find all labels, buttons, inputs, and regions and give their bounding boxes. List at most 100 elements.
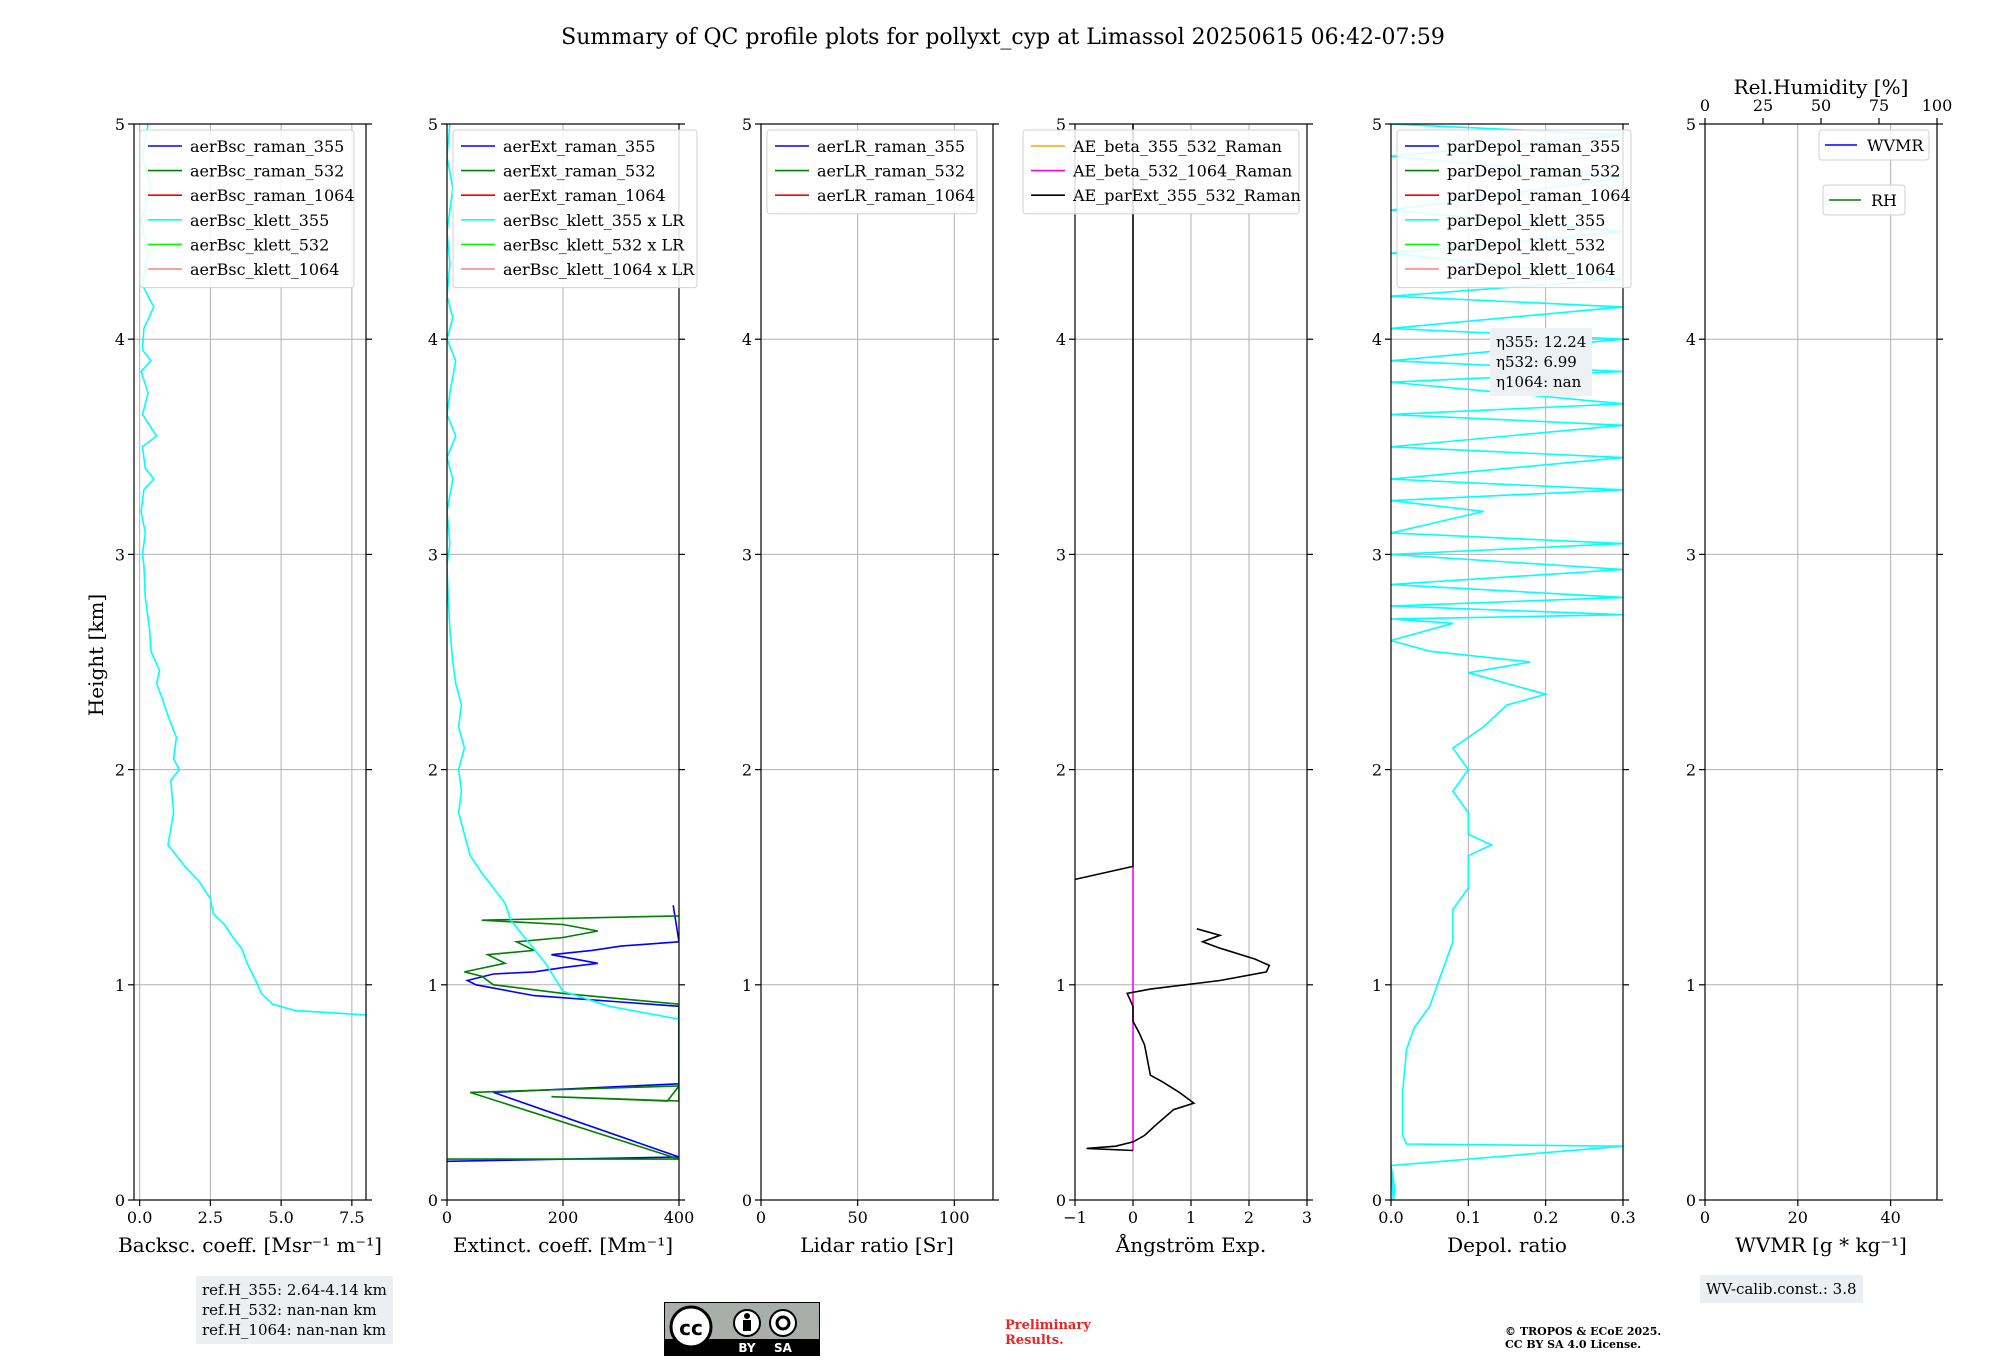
top-x-tick-label: 75 [1869,96,1889,115]
reference-heights-box: ref.H_355: 2.64-4.14 km ref.H_532: nan-n… [196,1276,393,1344]
legend-label: parDepol_klett_1064 [1447,260,1616,279]
x-axis-label: Ångström Exp. [1115,1232,1266,1257]
legend-label: WVMR [1867,136,1924,155]
x-tick-label: 0 [756,1208,766,1227]
x-tick-label: 0 [1700,1208,1710,1227]
legend-label: parDepol_raman_1064 [1447,186,1631,205]
cc-logo-text: cc [679,1316,703,1340]
x-tick-label: 5.0 [268,1208,293,1227]
y-tick-label: 3 [1372,545,1382,564]
x-tick-label: 400 [664,1208,695,1227]
y-tick-label: 4 [1372,330,1382,349]
axes-frame [133,123,367,1201]
panel-extinction: 0 200 400 0 1 2 3 4 5 Extinct. coeff. [Mm⁻¹] aerEx… [428,115,698,1257]
share-alike-icon [769,1309,797,1337]
legend-label: parDepol_raman_532 [1447,162,1620,181]
y-tick-label: 1 [428,976,438,995]
x-axis-label: Lidar ratio [Sr] [800,1233,954,1257]
legend-label: RH [1871,191,1897,210]
series-AE_parExt_355_532_Raman_upper [1075,124,1134,881]
x-tick-label: 3 [1302,1208,1312,1227]
x-tick-label: 1 [1186,1208,1196,1227]
legend-label: aerExt_raman_355 [503,137,656,156]
cc-sa-label: SA [774,1341,793,1355]
y-tick-label: 4 [1056,330,1066,349]
legend-label: aerBsc_klett_532 x LR [503,235,685,254]
eta-355: η355: 12.24 [1496,333,1587,351]
x-tick-label: −1 [1063,1208,1087,1227]
series-aerBsc_klett_355 x LR [447,124,679,1020]
y-tick-label: 5 [742,115,752,134]
x-tick-label: 0.2 [1533,1208,1558,1227]
y-tick-label: 3 [742,545,752,564]
x-tick-label: 2.5 [198,1208,223,1227]
panel-depolarization: 0.0 0.1 0.2 0.3 0 1 2 3 4 5 Depol. ratio parDepol_r… [1372,115,1636,1257]
y-tick-label: 2 [1686,761,1696,780]
y-tick-label: 5 [115,115,125,134]
top-x-tick-label: 0 [1700,96,1710,115]
axes-frame [760,123,994,1201]
x-axis-label: WVMR [g * kg⁻¹] [1735,1233,1907,1257]
axes-frame [1704,123,1938,1201]
legend-label: aerBsc_raman_1064 [190,186,355,205]
cc-logo-icon [669,1305,713,1349]
y-tick-label: 0 [115,1191,125,1210]
y-tick-label: 0 [428,1191,438,1210]
legend-depolarization: parDepol_raman_355 parDepol_raman_532 parD… [1396,129,1632,289]
legend-box [1818,129,1930,161]
legend-label: aerExt_raman_1064 [503,186,666,205]
legend-box [139,129,355,289]
legend-label: AE_beta_355_532_Raman [1072,137,1282,156]
y-tick-label: 2 [1056,761,1066,780]
figure-title: Summary of QC profile plots for pollyxt_… [561,25,1445,50]
y-tick-label: 3 [1686,545,1696,564]
legend-label: parDepol_raman_355 [1447,137,1620,156]
legend-water_vapor: WVMR RH [1818,129,1930,216]
y-tick-label: 2 [1372,761,1382,780]
y-tick-label: 1 [1372,976,1382,995]
y-tick-label: 4 [115,330,125,349]
axes-frame [1390,123,1624,1201]
top-x-tick-label: 100 [1922,96,1953,115]
x-tick-label: 40 [1880,1208,1900,1227]
series-aerExt_raman_355 [447,905,679,1163]
top-x-axis-label: Rel.Humidity [%] [1734,75,1909,99]
ref-height-532: ref.H_532: nan-nan km [202,1301,377,1319]
x-tick-label: 0.3 [1610,1208,1635,1227]
legend-label: aerLR_raman_532 [817,162,965,181]
x-tick-label: 200 [548,1208,579,1227]
panel-water_vapor: 0 20 40 0 1 2 3 4 5 WVMR [g * kg⁻¹] 0 25 50 75 100 Rel.… [1686,75,1952,1257]
wv-calibration-box: WV-calib.const.: 3.8 [1700,1275,1863,1303]
x-axis-label: Extinct. coeff. [Mm⁻¹] [453,1233,673,1257]
eta-box: η355: 12.24 η532: 6.99 η1064: nan [1490,328,1593,396]
y-tick-label: 0 [1686,1191,1696,1210]
top-x-tick-label: 25 [1753,96,1773,115]
legend-box [1396,129,1632,289]
y-tick-label: 1 [1056,976,1066,995]
legend-label: AE_beta_532_1064_Raman [1072,162,1292,181]
y-tick-label: 5 [1056,115,1066,134]
legend-extinction: aerExt_raman_355 aerExt_raman_532 aerExt_r… [452,129,698,289]
legend-label: parDepol_klett_532 [1447,235,1605,254]
legend-label: aerExt_raman_532 [503,162,656,181]
y-tick-label: 3 [1056,545,1066,564]
x-tick-label: 0.0 [1378,1208,1403,1227]
x-tick-label: 7.5 [339,1208,364,1227]
panel-backscatter: 0.0 2.5 5.0 7.5 0 1 2 3 4 5 Backsc. coeff. [Msr⁻¹ … [115,115,382,1257]
ref-height-1064: ref.H_1064: nan-nan km [202,1321,387,1339]
legend-label: AE_parExt_355_532_Raman [1072,186,1301,205]
y-tick-label: 0 [742,1191,752,1210]
x-tick-label: 0 [442,1208,452,1227]
legend-label: aerBsc_klett_1064 [190,260,339,279]
legend-label: aerBsc_klett_532 [190,235,329,254]
copyright-note: © TROPOS & ECoE 2025. CC BY SA 4.0 Licen… [1505,1325,1662,1351]
legend-box [1822,184,1906,216]
y-tick-label: 2 [428,761,438,780]
y-tick-label: 4 [1686,330,1696,349]
legend-label: aerBsc_klett_355 x LR [503,211,685,230]
y-tick-label: 1 [1686,976,1696,995]
x-tick-label: 0 [1128,1208,1138,1227]
y-tick-label: 4 [742,330,752,349]
